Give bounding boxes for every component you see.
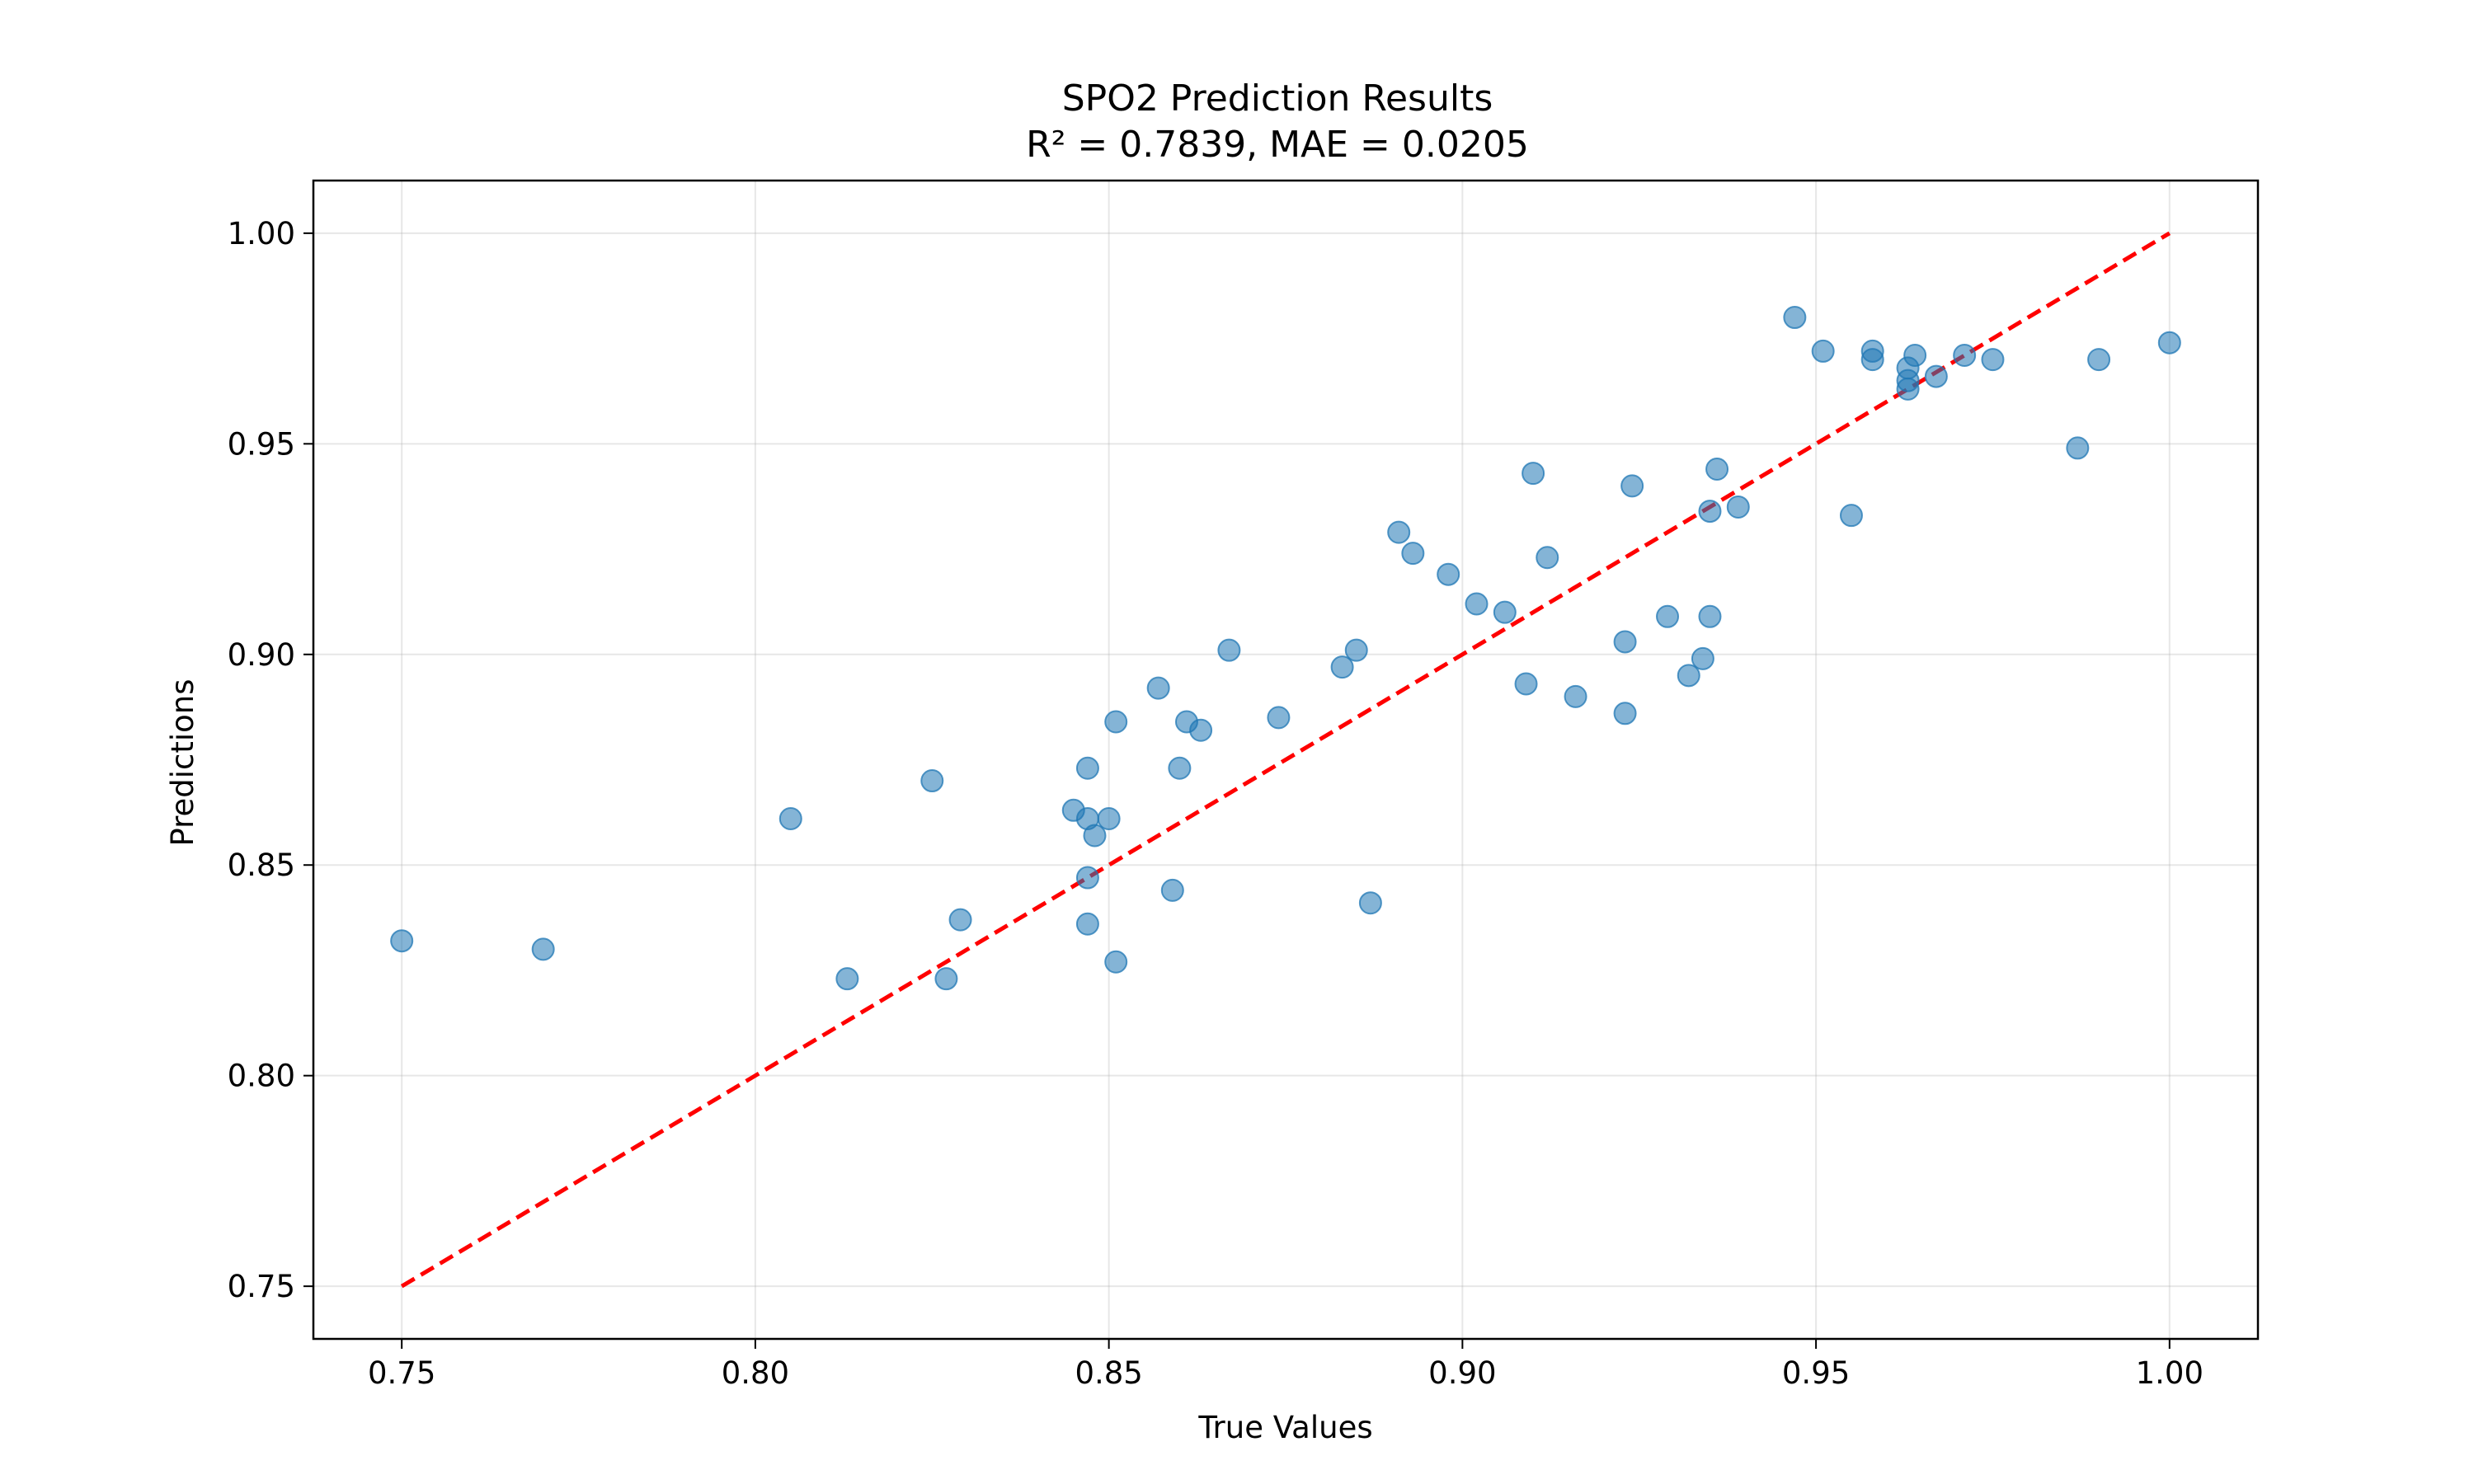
y-tick-label: 0.95 <box>228 426 295 462</box>
scatter-point <box>1839 504 1863 528</box>
y-axis-label: Predictions <box>165 679 200 846</box>
scatter-point <box>934 967 958 991</box>
scatter-point <box>1465 592 1489 616</box>
scatter-point <box>1358 891 1382 915</box>
chart-subtitle: R² = 0.7839, MAE = 0.0205 <box>1026 124 1529 166</box>
scatter-point <box>1437 562 1460 586</box>
x-tick-label: 0.85 <box>1075 1355 1142 1391</box>
scatter-point <box>1811 339 1835 363</box>
scatter-point <box>1189 718 1213 742</box>
reference-line-layer <box>400 231 2171 1289</box>
plot-frame <box>312 179 2260 1341</box>
x-tick-label: 0.75 <box>368 1355 435 1391</box>
scatter-point <box>1344 638 1368 662</box>
scatter-point <box>1536 546 1559 570</box>
scatter-point <box>1401 542 1425 566</box>
scatter-point <box>1860 348 1884 372</box>
ideal-fit-line <box>400 231 2171 1289</box>
scatter-point <box>2087 348 2111 372</box>
y-tick-label: 0.90 <box>228 637 295 673</box>
scatter-point <box>1075 866 1099 890</box>
chart-title: SPO2 Prediction Results <box>1062 77 1493 120</box>
scatter-point <box>1514 672 1538 696</box>
scatter-point <box>1981 348 2005 372</box>
scatter-point <box>1097 807 1121 831</box>
scatter-point <box>1903 344 1927 368</box>
scatter-point <box>1493 600 1517 624</box>
y-tick-label: 0.85 <box>228 848 295 883</box>
scatter-point <box>1104 950 1128 974</box>
x-tick-label: 1.00 <box>2136 1355 2204 1391</box>
scatter-points <box>390 306 2181 991</box>
scatter-point <box>1705 457 1729 481</box>
scatter-point <box>1168 756 1192 780</box>
scatter-point <box>1104 710 1128 734</box>
scatter-point <box>1726 495 1750 519</box>
scatter-point <box>948 908 972 932</box>
x-tick-label: 0.95 <box>1782 1355 1850 1391</box>
scatter-point <box>1924 364 1948 388</box>
scatter-point <box>1564 684 1587 708</box>
scatter-point <box>835 967 859 991</box>
scatter-point <box>1691 646 1714 670</box>
x-axis-label: True Values <box>1197 1410 1372 1445</box>
scatter-point <box>390 929 414 953</box>
scatter-point <box>1387 520 1411 544</box>
scatter-point <box>1522 462 1545 486</box>
grid-lines <box>313 181 2258 1339</box>
scatter-point <box>1698 500 1722 524</box>
scatter-point <box>1613 630 1637 654</box>
scatter-point <box>920 769 944 793</box>
scatter-point <box>1656 604 1680 628</box>
scatter-point <box>1160 878 1184 902</box>
scatter-point <box>1677 664 1700 688</box>
scatter-point <box>1896 377 1920 401</box>
scatter-point <box>1075 756 1099 780</box>
scatter-point <box>1783 306 1807 330</box>
scatter-point <box>778 807 802 831</box>
scatter-point <box>1083 824 1107 848</box>
scatter-point <box>2157 331 2181 355</box>
scatter-point <box>1620 474 1644 498</box>
x-tick-label: 0.90 <box>1428 1355 1496 1391</box>
scatter-point <box>1613 702 1637 726</box>
scatter-point <box>531 937 555 961</box>
x-tick-label: 0.80 <box>722 1355 789 1391</box>
scatter-point <box>1075 912 1099 936</box>
scatter-point <box>1698 604 1722 628</box>
scatter-point <box>1217 638 1241 662</box>
scatter-point <box>1146 676 1170 700</box>
y-tick-label: 1.00 <box>228 216 295 251</box>
axis-ticks: 0.75 0.80 0.85 0.90 0.95 1.00 0.75 0.80 0.85 0.90… <box>228 216 2204 1391</box>
scatter-point <box>1330 655 1354 679</box>
y-tick-label: 0.75 <box>228 1269 295 1304</box>
y-tick-label: 0.80 <box>228 1059 295 1094</box>
scatter-point <box>2066 436 2090 460</box>
scatter-point <box>1267 706 1291 730</box>
scatter-point <box>1953 344 1977 368</box>
